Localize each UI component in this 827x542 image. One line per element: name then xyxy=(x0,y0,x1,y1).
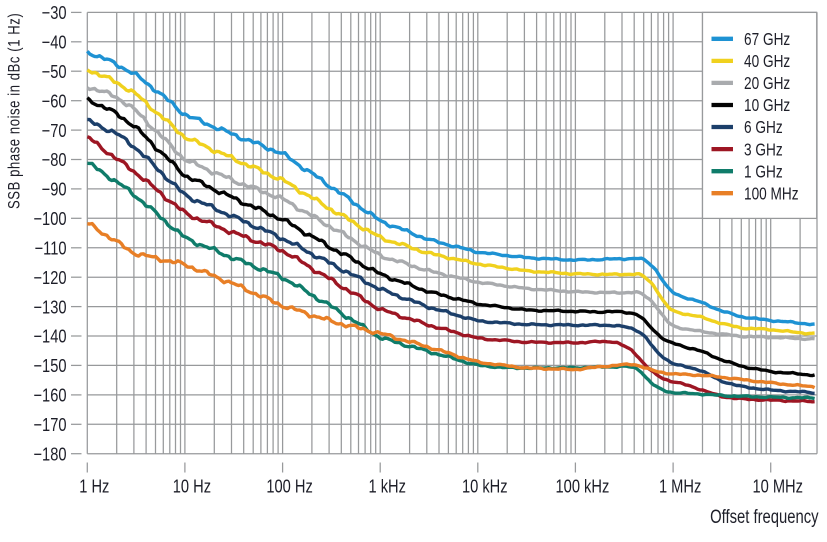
svg-text:100 Hz: 100 Hz xyxy=(266,476,312,497)
svg-text:−80: −80 xyxy=(42,149,67,170)
svg-text:10 kHz: 10 kHz xyxy=(462,476,508,497)
svg-text:−60: −60 xyxy=(42,91,67,112)
svg-text:10 GHz: 10 GHz xyxy=(744,97,790,116)
svg-text:Offset frequency: Offset frequency xyxy=(710,506,819,527)
svg-text:−40: −40 xyxy=(42,32,67,53)
svg-text:−180: −180 xyxy=(33,444,66,465)
svg-text:−130: −130 xyxy=(33,297,66,318)
svg-text:−110: −110 xyxy=(35,238,67,259)
svg-text:−100: −100 xyxy=(33,208,66,229)
svg-text:1 Hz: 1 Hz xyxy=(79,476,109,497)
svg-text:100 kHz: 100 kHz xyxy=(556,476,610,497)
svg-text:1 kHz: 1 kHz xyxy=(368,476,405,497)
svg-text:−50: −50 xyxy=(42,61,67,82)
svg-text:6 GHz: 6 GHz xyxy=(744,119,783,138)
svg-text:−120: −120 xyxy=(33,267,66,288)
svg-text:10 MHz: 10 MHz xyxy=(752,476,802,497)
svg-text:−90: −90 xyxy=(42,179,67,200)
svg-text:1 GHz: 1 GHz xyxy=(744,163,783,182)
svg-text:3 GHz: 3 GHz xyxy=(744,141,783,160)
svg-text:20 GHz: 20 GHz xyxy=(744,75,790,94)
svg-text:40 GHz: 40 GHz xyxy=(744,53,790,72)
svg-text:−70: −70 xyxy=(42,120,67,141)
svg-text:10 Hz: 10 Hz xyxy=(173,476,211,497)
svg-text:−140: −140 xyxy=(33,326,66,347)
svg-text:SSB phase noise in dBc (1 Hz): SSB phase noise in dBc (1 Hz) xyxy=(5,13,24,209)
svg-text:−30: −30 xyxy=(42,2,67,23)
svg-text:100 MHz: 100 MHz xyxy=(744,185,799,204)
svg-text:−170: −170 xyxy=(33,414,66,435)
svg-text:−160: −160 xyxy=(33,385,66,406)
svg-text:−150: −150 xyxy=(33,355,66,376)
svg-text:1 MHz: 1 MHz xyxy=(659,476,701,497)
svg-text:67 GHz: 67 GHz xyxy=(744,31,790,50)
